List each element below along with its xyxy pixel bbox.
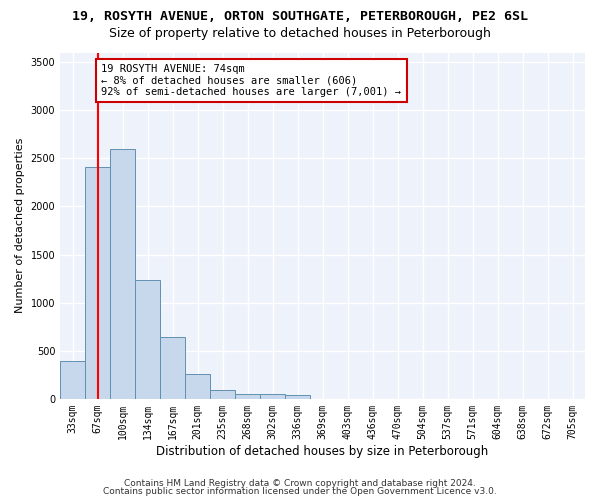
- Bar: [235, 394, 260, 399]
- Bar: [185, 374, 210, 399]
- Bar: [60, 362, 85, 399]
- Text: 19 ROSYTH AVENUE: 74sqm
← 8% of detached houses are smaller (606)
92% of semi-de: 19 ROSYTH AVENUE: 74sqm ← 8% of detached…: [101, 64, 401, 97]
- Y-axis label: Number of detached properties: Number of detached properties: [15, 138, 25, 314]
- Bar: [110, 148, 135, 399]
- Bar: [210, 390, 235, 399]
- Bar: [285, 395, 310, 399]
- Bar: [160, 338, 185, 399]
- Text: Contains HM Land Registry data © Crown copyright and database right 2024.: Contains HM Land Registry data © Crown c…: [124, 478, 476, 488]
- X-axis label: Distribution of detached houses by size in Peterborough: Distribution of detached houses by size …: [157, 444, 489, 458]
- Text: Contains public sector information licensed under the Open Government Licence v3: Contains public sector information licen…: [103, 487, 497, 496]
- Bar: [135, 280, 160, 399]
- Bar: [260, 394, 285, 399]
- Text: Size of property relative to detached houses in Peterborough: Size of property relative to detached ho…: [109, 28, 491, 40]
- Bar: [85, 167, 110, 399]
- Text: 19, ROSYTH AVENUE, ORTON SOUTHGATE, PETERBOROUGH, PE2 6SL: 19, ROSYTH AVENUE, ORTON SOUTHGATE, PETE…: [72, 10, 528, 23]
